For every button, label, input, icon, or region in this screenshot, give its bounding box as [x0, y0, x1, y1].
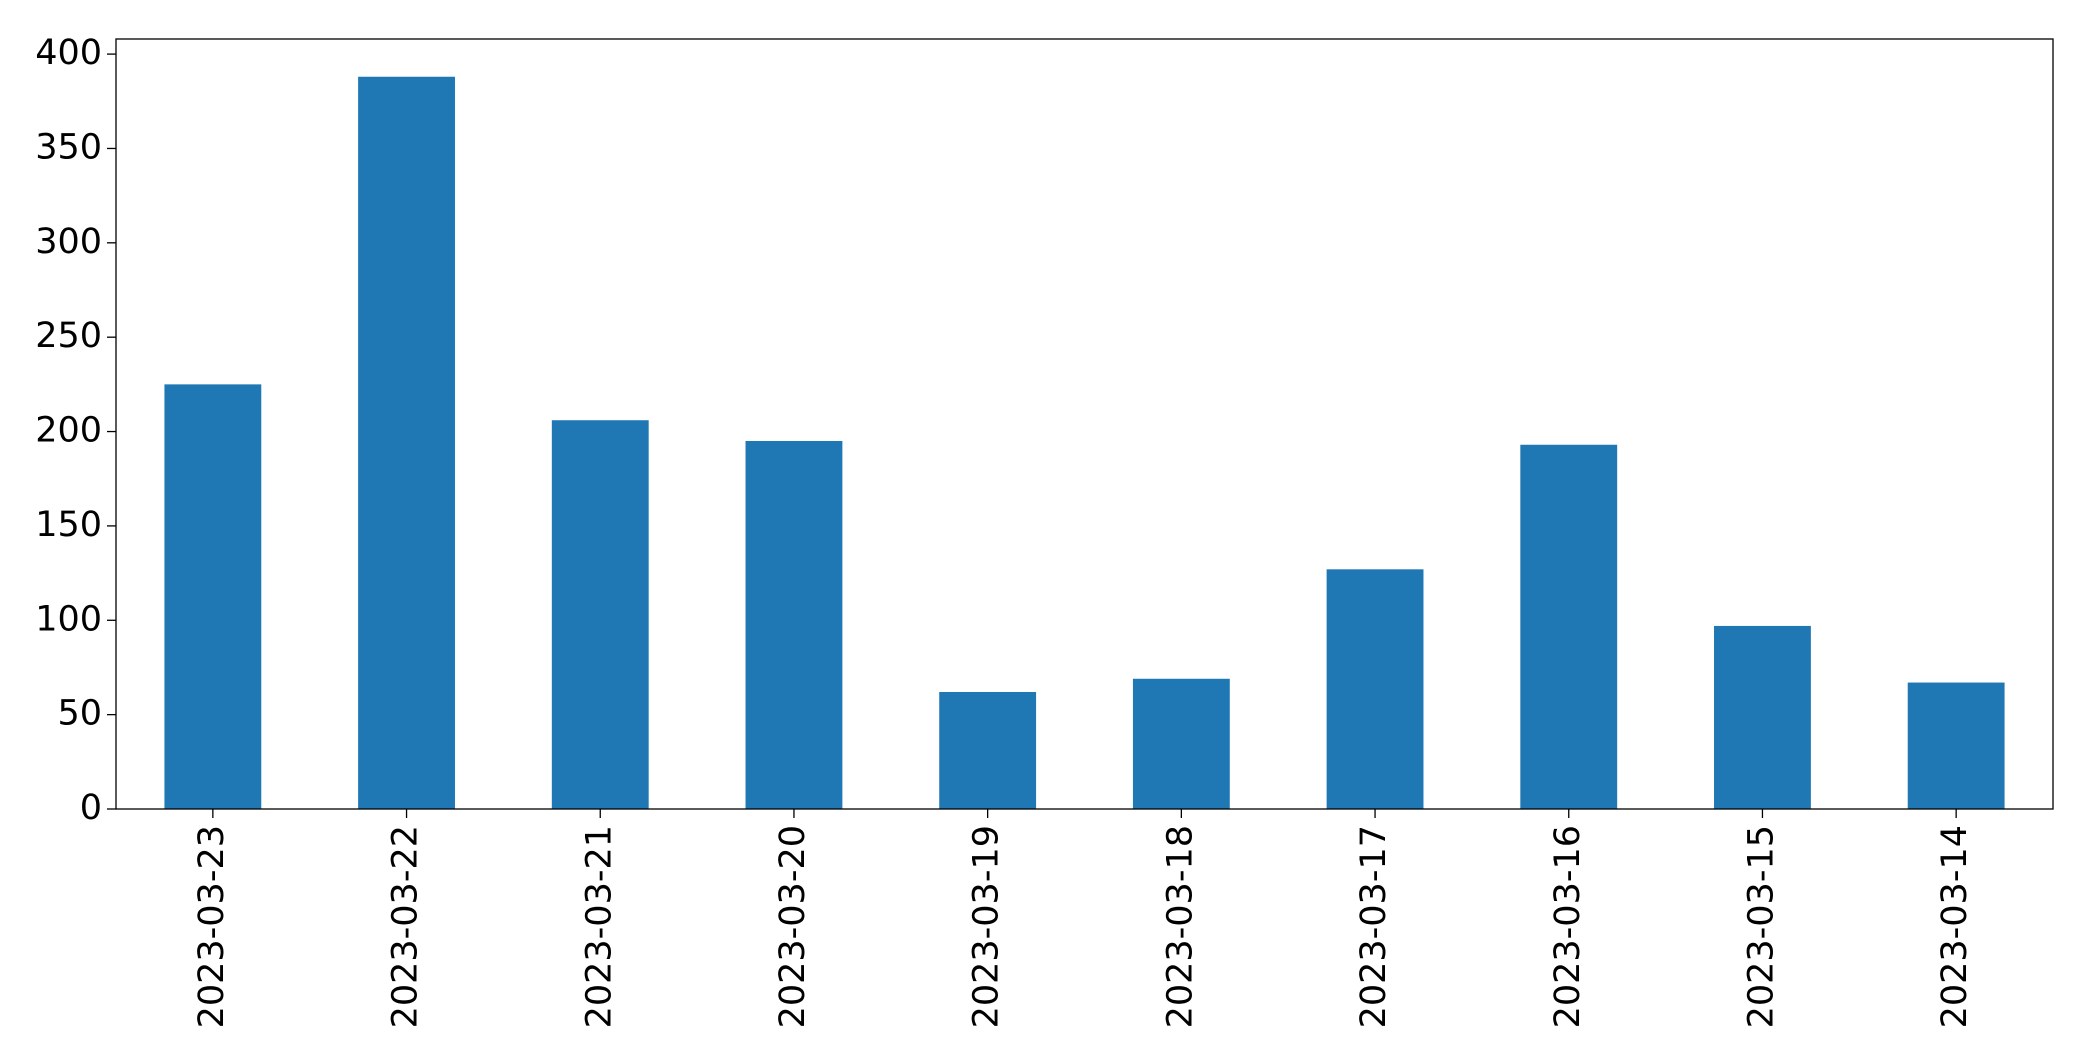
- bar: [1907, 682, 2005, 809]
- x-tick-label: 2023-03-15: [1741, 825, 1781, 1028]
- axes-frame: [115, 38, 2054, 810]
- y-tick-label: 0: [80, 788, 102, 828]
- bar: [164, 384, 262, 809]
- bar: [358, 76, 455, 809]
- x-tick-label: 2023-03-23: [192, 825, 232, 1028]
- x-tick-label: 2023-03-17: [1354, 825, 1394, 1028]
- y-tick-label: 300: [35, 222, 102, 262]
- y-tick-label: 350: [35, 127, 102, 167]
- bar: [745, 440, 843, 809]
- x-tick-label: 2023-03-21: [579, 825, 619, 1028]
- bar: [939, 691, 1037, 809]
- plot-area: [164, 76, 2005, 809]
- y-tick-label: 50: [57, 694, 102, 734]
- bar: [1132, 678, 1230, 809]
- bar: [551, 420, 649, 809]
- x-tick-label: 2023-03-20: [773, 825, 813, 1028]
- bar: [1714, 625, 1811, 809]
- y-tick-label: 150: [35, 505, 102, 545]
- y-tick-label: 200: [35, 411, 102, 451]
- y-tick-label: 400: [35, 33, 102, 73]
- y-tick-label: 250: [35, 316, 102, 356]
- x-tick-label: 2023-03-16: [1548, 825, 1588, 1028]
- x-tick-label: 2023-03-18: [1160, 825, 1200, 1028]
- y-tick-label: 100: [35, 599, 102, 639]
- bar: [1520, 444, 1618, 809]
- x-tick-label: 2023-03-14: [1935, 825, 1975, 1028]
- x-tick-label: 2023-03-22: [386, 825, 426, 1028]
- bar: [1326, 569, 1424, 809]
- x-tick-label: 2023-03-19: [967, 825, 1007, 1028]
